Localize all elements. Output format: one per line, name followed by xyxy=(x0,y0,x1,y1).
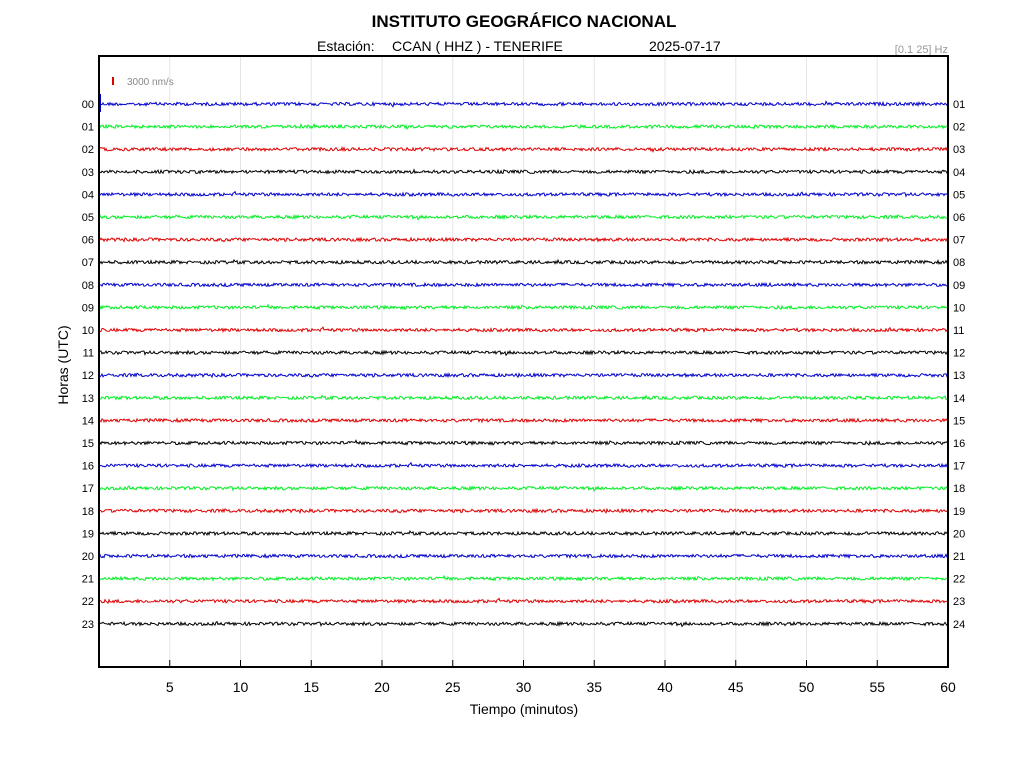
hour-label-left: 05 xyxy=(82,212,94,224)
trace-hour-16 xyxy=(98,461,948,469)
x-tick-label: 35 xyxy=(586,679,602,695)
trace-hour-13 xyxy=(98,394,949,401)
x-tick-label: 30 xyxy=(516,679,532,695)
hour-label-left: 09 xyxy=(82,302,94,314)
x-tick-label: 55 xyxy=(869,679,885,695)
trace-hour-12 xyxy=(98,372,949,379)
trace-hour-19 xyxy=(98,529,949,537)
hour-label-right: 21 xyxy=(953,551,965,563)
hour-label-left: 14 xyxy=(82,415,94,427)
x-tick-label: 15 xyxy=(303,679,319,695)
hour-label-left: 15 xyxy=(82,438,94,450)
hour-label-left: 11 xyxy=(83,348,94,360)
hour-label-left: 19 xyxy=(82,528,94,540)
trace-hour-17 xyxy=(98,485,949,492)
hour-label-left: 23 xyxy=(82,619,94,631)
hour-label-right: 15 xyxy=(953,415,965,427)
x-tick-label: 20 xyxy=(374,679,390,695)
hour-label-right: 03 xyxy=(953,144,965,156)
trace-hour-09 xyxy=(98,303,949,311)
hour-label-right: 14 xyxy=(953,393,965,405)
left-hour-labels: 00 01 02 03 04 05 06 07 08 09 10 11 12 13 14 15 16 17 18 19… xyxy=(82,99,94,631)
x-tick-label: 45 xyxy=(728,679,744,695)
hour-label-right: 02 xyxy=(953,122,965,134)
hour-label-right: 17 xyxy=(953,461,965,473)
hour-label-right: 09 xyxy=(953,280,965,292)
y-axis-label: Horas (UTC) xyxy=(55,325,71,404)
hour-label-left: 10 xyxy=(82,325,94,337)
hour-label-left: 08 xyxy=(82,280,94,292)
scale-label: 3000 nm/s xyxy=(127,77,174,88)
trace-hour-08 xyxy=(98,281,949,288)
station-prefix: Estación: xyxy=(317,38,375,54)
x-axis-ticks: 5 10 15 20 25 30 35 40 45 50 55 60 xyxy=(166,660,956,695)
hour-label-right: 06 xyxy=(953,212,965,224)
trace-hour-04 xyxy=(98,190,949,198)
hour-label-left: 17 xyxy=(82,483,94,495)
hour-label-left: 12 xyxy=(82,370,94,382)
trace-hour-23 xyxy=(99,620,949,628)
hour-label-left: 20 xyxy=(82,551,94,563)
hour-label-right: 11 xyxy=(953,325,964,337)
trace-hour-11 xyxy=(98,349,949,357)
hour-label-left: 04 xyxy=(82,189,94,201)
hour-label-right: 08 xyxy=(953,257,965,269)
x-axis-label: Tiempo (minutos) xyxy=(470,701,578,717)
hour-label-left: 00 xyxy=(82,99,94,111)
filter-band: [0.1 25] Hz xyxy=(895,44,948,56)
hour-label-right: 16 xyxy=(953,438,965,450)
hour-label-right: 04 xyxy=(953,167,965,179)
hour-label-right: 10 xyxy=(953,302,965,314)
trace-hour-06 xyxy=(98,236,949,243)
hour-label-right: 24 xyxy=(953,619,965,631)
station-name: CCAN ( HHZ ) - TENERIFE xyxy=(392,38,563,54)
chart-title: INSTITUTO GEOGRÁFICO NACIONAL xyxy=(372,12,677,31)
trace-hour-00 xyxy=(98,100,949,108)
hour-label-right: 23 xyxy=(953,596,965,608)
hour-label-right: 05 xyxy=(953,189,965,201)
trace-hour-10 xyxy=(98,326,949,333)
trace-hour-21 xyxy=(98,574,949,582)
hour-label-right: 01 xyxy=(953,99,965,111)
seismic-traces xyxy=(98,94,949,628)
trace-hour-18 xyxy=(98,507,949,514)
trace-hour-20 xyxy=(98,552,949,560)
trace-hour-22 xyxy=(98,597,949,605)
x-tick-label: 10 xyxy=(233,679,249,695)
x-tick-label: 40 xyxy=(657,679,673,695)
hour-label-right: 20 xyxy=(953,528,965,540)
trace-hour-14 xyxy=(98,417,949,424)
chart-date: 2025-07-17 xyxy=(649,38,721,54)
right-hour-labels: 01 02 03 04 05 06 07 08 09 10 11 12 13 14 15 16 17 18 19 20… xyxy=(953,99,965,631)
trace-hour-07 xyxy=(98,258,949,266)
scale-bar xyxy=(112,77,114,85)
hour-label-left: 06 xyxy=(82,235,94,247)
hour-label-right: 07 xyxy=(953,235,965,247)
hour-label-left: 18 xyxy=(82,506,94,518)
hour-label-left: 22 xyxy=(82,596,94,608)
grid-lines xyxy=(169,57,878,666)
hour-label-left: 21 xyxy=(82,574,94,586)
trace-hour-15 xyxy=(98,439,949,447)
hour-label-left: 16 xyxy=(82,461,94,473)
x-tick-label: 60 xyxy=(940,679,956,695)
hour-label-left: 07 xyxy=(82,257,94,269)
hour-label-right: 12 xyxy=(953,348,965,360)
x-tick-label: 25 xyxy=(445,679,461,695)
x-tick-label: 50 xyxy=(799,679,815,695)
trace-hour-02 xyxy=(98,146,949,153)
hour-label-right: 22 xyxy=(953,574,965,586)
trace-hour-05 xyxy=(98,213,949,221)
hour-label-left: 01 xyxy=(82,122,94,134)
hour-label-left: 03 xyxy=(82,167,94,179)
hour-label-right: 18 xyxy=(953,483,965,495)
trace-hour-01 xyxy=(98,122,949,130)
trace-hour-03 xyxy=(98,168,949,175)
hour-label-right: 13 xyxy=(953,370,965,382)
hour-label-left: 13 xyxy=(82,393,94,405)
hour-label-left: 02 xyxy=(82,144,94,156)
hour-label-right: 19 xyxy=(953,506,965,518)
x-tick-label: 5 xyxy=(166,679,174,695)
